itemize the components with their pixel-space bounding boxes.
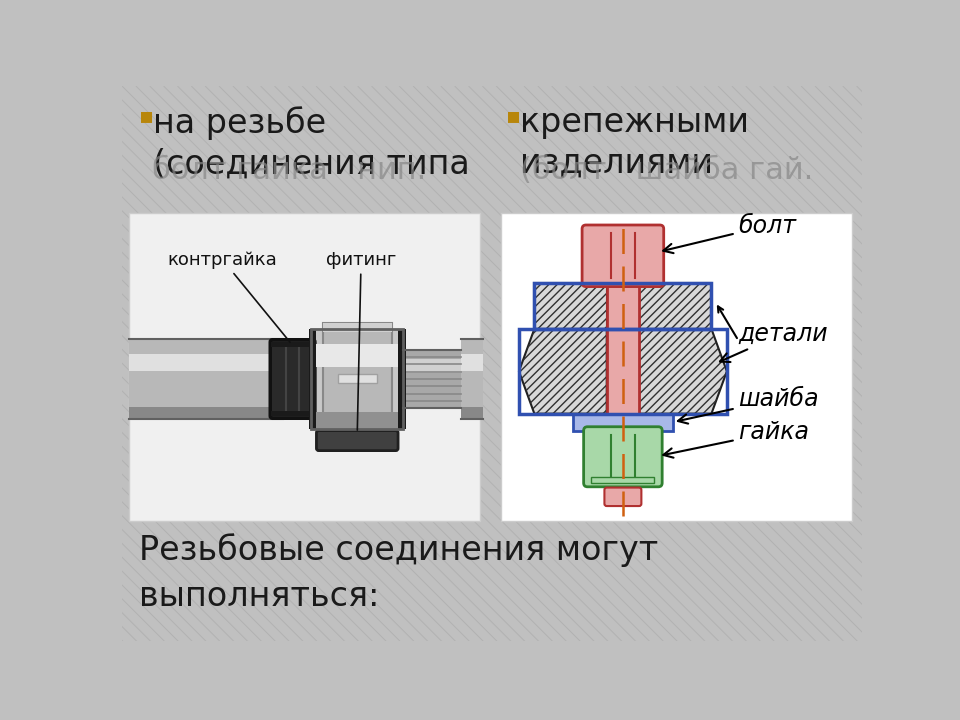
FancyBboxPatch shape [317, 431, 398, 451]
Text: контргайка: контргайка [168, 251, 290, 342]
Polygon shape [276, 338, 280, 346]
Polygon shape [280, 412, 284, 420]
Text: гайка: гайка [663, 420, 809, 458]
Bar [129, 354, 282, 372]
Polygon shape [346, 338, 349, 346]
Bar [323, 323, 392, 435]
Polygon shape [342, 412, 346, 420]
Bar [129, 213, 480, 521]
Text: ▪: ▪ [506, 106, 521, 126]
FancyBboxPatch shape [271, 340, 315, 418]
Bar [461, 339, 483, 419]
Bar [271, 411, 314, 416]
Bar [519, 329, 727, 414]
Polygon shape [346, 412, 349, 420]
Bar [403, 359, 461, 373]
Text: детали: детали [720, 322, 828, 362]
Polygon shape [333, 338, 337, 346]
Bar [403, 350, 461, 408]
Polygon shape [293, 338, 297, 346]
FancyBboxPatch shape [582, 225, 663, 287]
Polygon shape [313, 338, 317, 346]
FancyBboxPatch shape [605, 487, 641, 506]
Text: ▪: ▪ [139, 106, 155, 126]
Polygon shape [337, 338, 342, 346]
Polygon shape [276, 412, 280, 420]
Polygon shape [325, 338, 329, 346]
Polygon shape [280, 338, 284, 346]
Polygon shape [313, 412, 317, 420]
Bar [129, 407, 282, 419]
Bar [461, 407, 483, 419]
Text: фитинг: фитинг [325, 251, 396, 430]
Bar [501, 213, 852, 521]
Bar [323, 323, 392, 332]
Polygon shape [289, 412, 293, 420]
Bar [573, 414, 673, 431]
Text: Резьбовые соединения могут
выполняться:: Резьбовые соединения могут выполняться: [139, 533, 659, 613]
Bar [398, 329, 406, 429]
Polygon shape [293, 412, 297, 420]
Bar [639, 283, 711, 329]
Bar [338, 374, 376, 383]
Polygon shape [305, 338, 309, 346]
Text: крепежными
изделиями: крепежными изделиями [519, 106, 749, 179]
Polygon shape [309, 412, 313, 420]
Bar [591, 477, 655, 483]
Text: шайба: шайба [678, 387, 819, 423]
Polygon shape [297, 338, 300, 346]
Bar [607, 230, 639, 504]
Polygon shape [519, 329, 607, 414]
Bar [311, 344, 403, 367]
Bar [639, 283, 711, 329]
Bar [309, 329, 317, 429]
Polygon shape [342, 338, 346, 346]
Polygon shape [321, 412, 325, 420]
Bar [311, 329, 403, 429]
Polygon shape [309, 338, 313, 346]
Polygon shape [333, 412, 337, 420]
FancyBboxPatch shape [584, 427, 662, 487]
Polygon shape [317, 338, 321, 346]
Polygon shape [329, 412, 333, 420]
Polygon shape [284, 412, 289, 420]
Bar [311, 329, 403, 429]
Bar [461, 354, 483, 372]
Bar [276, 344, 349, 414]
Bar [535, 283, 607, 329]
Polygon shape [329, 338, 333, 346]
Text: на резьбе
(соединения типа: на резьбе (соединения типа [154, 106, 470, 180]
Text: болт гайка   нип.: болт гайка нип. [152, 156, 426, 185]
Polygon shape [337, 412, 342, 420]
Bar [311, 412, 403, 429]
Polygon shape [321, 338, 325, 346]
Text: болт: болт [663, 214, 797, 253]
Bar [271, 342, 314, 346]
Polygon shape [325, 412, 329, 420]
Polygon shape [289, 338, 293, 346]
Bar [129, 339, 282, 419]
Polygon shape [284, 338, 289, 346]
Polygon shape [305, 412, 309, 420]
Text: (болт   шайба гай.: (болт шайба гай. [519, 156, 813, 185]
Bar [535, 283, 607, 329]
Polygon shape [317, 412, 321, 420]
Polygon shape [639, 329, 727, 414]
Polygon shape [300, 412, 305, 420]
Polygon shape [300, 338, 305, 346]
Bar [535, 283, 711, 329]
Polygon shape [297, 412, 300, 420]
